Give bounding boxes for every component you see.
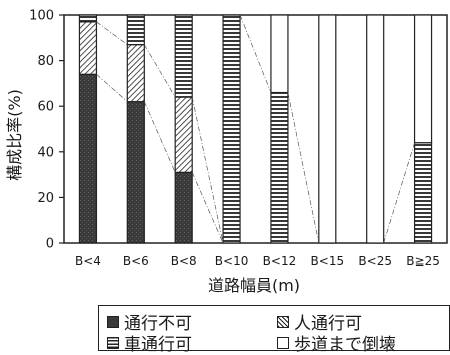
legend-swatch [107, 315, 119, 328]
x-tick-label: B<8 [171, 254, 197, 268]
y-tick-label: 40 [37, 145, 54, 160]
legend-swatch [277, 336, 289, 349]
connector-line [383, 142, 415, 244]
y-axis-title: 構成比率(%) [5, 89, 24, 181]
bar-segment [413, 14, 433, 144]
x-tick-label: B<10 [215, 254, 249, 268]
bar-segment [126, 101, 145, 244]
legend-swatch [107, 336, 119, 349]
bar-segment [366, 14, 385, 244]
connector-line [239, 14, 272, 93]
legend-item: 人通行可 [277, 309, 362, 334]
legend-item: 歩道まで倒壊 [277, 330, 396, 355]
connector-line [144, 44, 176, 98]
connector-line [96, 21, 128, 45]
y-tick-label: 100 [29, 9, 54, 24]
x-tick-label: B<6 [123, 254, 149, 268]
legend-label: 車通行可 [124, 335, 192, 355]
bar-segment [222, 14, 241, 244]
bar-segment [270, 14, 289, 94]
bar-segment [174, 14, 193, 98]
x-tick-label: B<12 [263, 254, 297, 268]
y-tick-label: 80 [37, 54, 54, 69]
legend-label: 人通行可 [294, 314, 362, 334]
bar-segment [126, 44, 145, 103]
connector-line [191, 97, 224, 244]
chart-legend: 通行不可 人通行可車通行可 歩道まで倒壊 [98, 305, 450, 355]
bar-segment [78, 73, 98, 244]
plot-area: 0 20 40 60 80 100 B<4 B<6 B<8 B<10 B<12 B<15 B<25 B≧2… [29, 9, 448, 268]
x-tick-label: B<25 [358, 254, 392, 268]
x-tick-label: B<4 [75, 254, 101, 268]
y-tick-label: 60 [37, 100, 54, 115]
bar-segment [78, 14, 98, 23]
legend-item: 車通行可 [107, 330, 192, 355]
stacked-bar-chart: 0 20 40 60 80 100 B<4 B<6 B<8 B<10 B<12 B<15 B<25 B≧2… [5, 9, 448, 295]
legend-label: 通行不可 [124, 314, 192, 334]
legend-label: 歩道まで倒壊 [294, 335, 396, 355]
x-tick-label: B≧25 [406, 254, 440, 268]
bar-segment [413, 142, 433, 244]
connector-line [96, 74, 128, 102]
connector-line [191, 172, 224, 244]
legend-swatch [277, 315, 289, 328]
x-tick-label: B<15 [311, 254, 345, 268]
bar-segment [78, 21, 98, 75]
bar-segment [318, 14, 337, 244]
bar-segment [174, 96, 193, 173]
y-tick-label: 0 [46, 237, 54, 252]
connector-line [287, 92, 320, 244]
x-axis-title: 道路幅員(m) [208, 276, 300, 295]
bar-segment [174, 171, 193, 244]
connector-line [143, 101, 176, 173]
plot-frame [63, 14, 448, 244]
bar-segment [270, 91, 289, 244]
y-tick-label: 20 [37, 191, 54, 206]
legend-item: 通行不可 [107, 309, 192, 334]
bar-segment [126, 14, 145, 46]
